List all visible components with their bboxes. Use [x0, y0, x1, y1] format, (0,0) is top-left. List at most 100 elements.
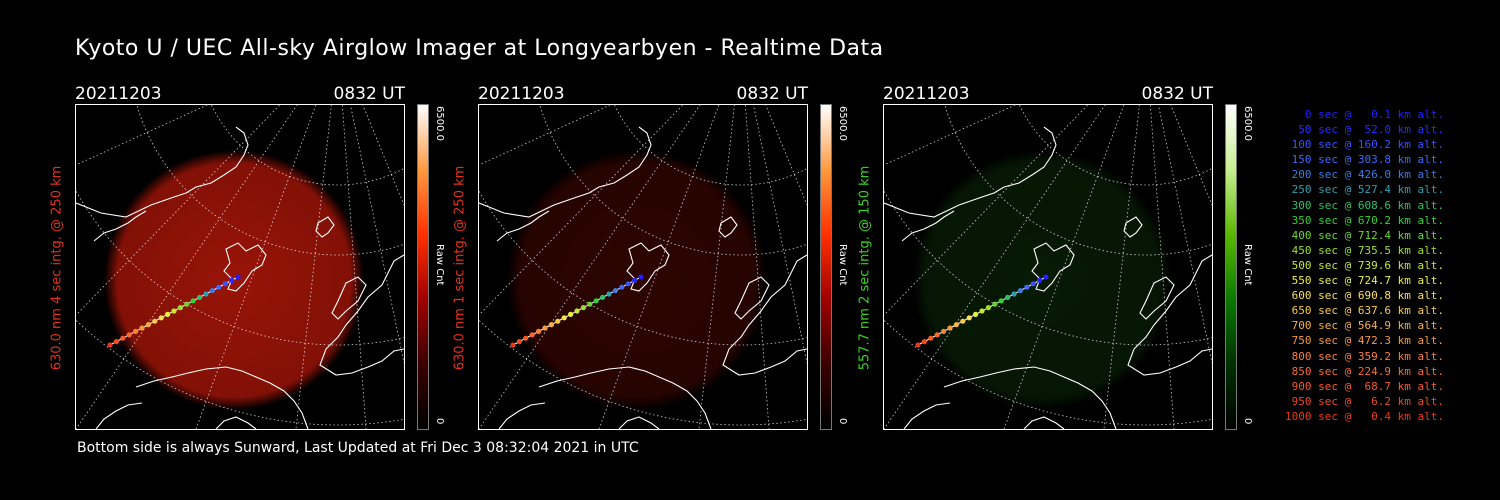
coastline	[479, 126, 652, 218]
trajectory-point	[139, 325, 145, 331]
trajectory-point	[1005, 294, 1011, 300]
allsky-image	[883, 104, 1213, 430]
coastline	[1127, 254, 1212, 376]
trajectory-point	[516, 339, 522, 345]
trajectory-point	[953, 322, 959, 328]
trajectory-point	[606, 291, 612, 297]
colorbar-min: 0	[1242, 418, 1253, 425]
trajectory-point	[593, 298, 599, 304]
colorbar	[1225, 104, 1237, 430]
meridian-line	[76, 105, 281, 316]
colorbar	[820, 104, 832, 430]
meridian-line	[598, 105, 720, 429]
colorbar-max: 6500.0	[837, 106, 848, 141]
panel-time: 0832 UT	[333, 84, 406, 104]
trajectory-point	[998, 298, 1004, 304]
meridian-line	[698, 105, 735, 429]
meridian-line	[1149, 105, 1175, 429]
trajectory-point	[600, 294, 606, 300]
panel-630-4sec: 20211203 0832 UT 630.0 nm 4 sec intg. @ …	[50, 84, 445, 430]
trajectory-point	[934, 332, 940, 338]
coastline	[901, 210, 955, 242]
colorbar	[417, 104, 429, 430]
legend-row: 100 sec @ 160.2 km alt.	[1291, 138, 1444, 152]
island-outline	[315, 216, 335, 238]
trajectory-point	[184, 301, 190, 307]
trajectory-point	[561, 315, 567, 321]
footer-note: Bottom side is always Sunward, Last Upda…	[77, 440, 639, 456]
colorbar-min: 0	[434, 418, 445, 425]
meridian-line	[362, 105, 404, 206]
legend-row: 600 sec @ 690.8 km alt.	[1291, 289, 1444, 303]
panel-date: 20211203	[883, 84, 970, 104]
meridian-line	[744, 105, 770, 429]
trajectory-point	[529, 332, 535, 338]
panel-vertical-label: 630.0 nm 1 sec intg. @ 250 km	[452, 165, 468, 371]
trajectory-point	[152, 318, 158, 324]
legend-row: 200 sec @ 426.0 km alt.	[1291, 168, 1444, 182]
coastline	[498, 402, 546, 429]
meridian-line	[76, 105, 208, 166]
latitude-circle	[76, 319, 404, 426]
trajectory-point	[126, 332, 132, 338]
trajectory-point	[113, 339, 119, 345]
meridian-line	[195, 105, 317, 429]
allsky-map	[884, 105, 1212, 429]
trajectory-point	[216, 284, 222, 290]
meridian-line	[765, 105, 807, 206]
legend-row: 950 sec @ 6.2 km alt.	[1291, 394, 1444, 408]
meridian-line	[479, 105, 701, 429]
island-outline	[1139, 276, 1175, 320]
trajectory-point	[947, 325, 953, 331]
allsky-map	[76, 105, 404, 429]
panel-630-1sec: 20211203 0832 UT 630.0 nm 1 sec intg. @ …	[453, 84, 848, 430]
coastline	[76, 126, 249, 218]
trajectory-point	[979, 308, 985, 314]
island-outline	[1031, 242, 1075, 292]
trajectory-point	[1024, 284, 1030, 290]
trajectory-point	[1030, 281, 1036, 287]
colorbar-max: 6500.0	[434, 106, 445, 141]
trajectory-point	[120, 335, 126, 341]
trajectory-point	[158, 315, 164, 321]
trajectory-legend: 0 sec @ 0.1 km alt. 50 sec @ 52.0 km alt.…	[1268, 107, 1444, 424]
colorbar-title: Raw Cnt	[1242, 244, 1253, 286]
allsky-image	[75, 104, 405, 430]
trajectory-point	[133, 328, 139, 334]
island-outline	[331, 276, 367, 320]
trajectory-point	[510, 342, 516, 348]
legend-row: 50 sec @ 52.0 km alt.	[1298, 123, 1444, 137]
coastline	[319, 254, 404, 376]
latitude-circle	[884, 319, 1212, 426]
coastline	[95, 402, 143, 429]
legend-row: 350 sec @ 670.2 km alt.	[1291, 213, 1444, 227]
meridian-line	[76, 105, 298, 429]
island-outline	[734, 276, 770, 320]
trajectory-point	[165, 311, 171, 317]
panel-vertical-label: 557.7 nm 2 sec intg. @ 150 km	[857, 165, 873, 371]
legend-row: 750 sec @ 472.3 km alt.	[1291, 334, 1444, 348]
trajectory-point	[921, 339, 927, 345]
coastline	[538, 366, 712, 429]
trajectory-point	[1037, 277, 1043, 283]
trajectory-point	[197, 294, 203, 300]
trajectory-point	[992, 301, 998, 307]
legend-row: 150 sec @ 303.8 km alt.	[1291, 153, 1444, 167]
trajectory-point	[1017, 288, 1023, 294]
island-outline	[626, 242, 670, 292]
legend-row: 450 sec @ 735.5 km alt.	[1291, 243, 1444, 257]
trajectory-point	[235, 274, 241, 280]
meridian-line	[1003, 105, 1125, 429]
coastline	[215, 416, 257, 429]
latitude-circle	[479, 319, 807, 426]
colorbar-min: 0	[837, 418, 848, 425]
coastline	[618, 416, 660, 429]
coastline	[943, 366, 1117, 429]
legend-row: 850 sec @ 224.9 km alt.	[1291, 364, 1444, 378]
trajectory-point	[966, 315, 972, 321]
trajectory-point	[928, 335, 934, 341]
meridian-line	[1170, 105, 1212, 206]
meridian-line	[479, 105, 611, 166]
coastline	[93, 210, 147, 242]
trajectory-point	[229, 277, 235, 283]
